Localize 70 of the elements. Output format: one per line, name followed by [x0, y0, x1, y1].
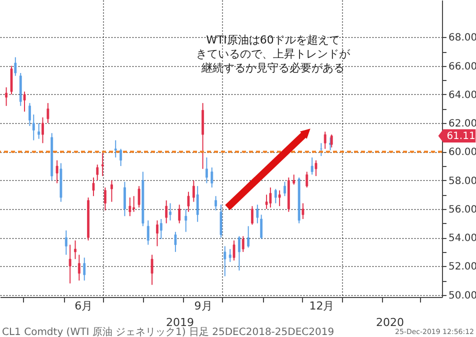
candlestick	[101, 152, 104, 177]
candlestick	[165, 200, 168, 224]
text: 2020	[376, 316, 404, 329]
candlestick	[132, 196, 136, 212]
candlestick	[174, 231, 177, 252]
candlestick	[114, 140, 117, 158]
candlestick	[128, 197, 132, 217]
candlestick	[150, 254, 154, 286]
candlestick	[146, 220, 150, 246]
candlestick	[110, 180, 113, 202]
candlestick	[120, 148, 122, 167]
candlestick	[138, 186, 140, 208]
candlestick	[242, 236, 244, 252]
candlestick	[56, 160, 58, 184]
candlestick	[256, 204, 259, 224]
candlestick	[224, 246, 226, 277]
candlestick	[274, 188, 277, 204]
candlestick	[265, 194, 268, 210]
candlestick	[104, 187, 106, 211]
text: 61.11	[446, 130, 476, 142]
candlestick	[46, 102, 50, 124]
candlestick	[169, 202, 172, 221]
text: CL1 Comdty (WTI 原油 ジェネリック1) 日足 25DEC2018-25DEC2019	[2, 326, 334, 337]
candlestick	[260, 214, 263, 240]
candlestick	[238, 236, 240, 272]
candlestick	[28, 102, 31, 126]
text: 2019	[166, 316, 194, 329]
candlestick	[269, 187, 272, 208]
candlestick	[10, 65, 13, 95]
candlestick	[96, 164, 99, 181]
candlestick	[160, 218, 162, 240]
annotation: WTI原油は60ドルを超えてきているので、上昇トレンドが継続するか見守る必要がある	[196, 34, 351, 74]
candlestick	[324, 131, 326, 150]
candlestick	[192, 180, 195, 202]
candlestick	[38, 122, 40, 140]
candlestick	[23, 91, 26, 112]
candlestick	[306, 171, 308, 188]
candlestick	[278, 190, 281, 207]
candlestick	[92, 176, 95, 197]
candlestick	[42, 116, 44, 144]
candlestick	[232, 240, 236, 261]
candlestick	[74, 240, 76, 260]
candlestick	[184, 208, 188, 232]
candlestick	[214, 196, 217, 211]
candlestick	[64, 230, 68, 256]
candlestick	[178, 204, 181, 224]
x-tick-label: 6月	[74, 300, 93, 312]
candlestick	[205, 156, 208, 184]
candlestick	[156, 220, 158, 247]
candlestick	[5, 86, 8, 106]
candlestick	[14, 56, 17, 76]
candlestick	[247, 226, 250, 248]
candlestick	[284, 181, 286, 197]
candlestick	[68, 244, 72, 284]
candlestick	[187, 191, 190, 212]
x-tick-label: 9月	[194, 300, 212, 312]
candlestick	[196, 186, 199, 222]
candlestick	[251, 206, 254, 226]
candlestick	[220, 204, 222, 238]
candlestick	[124, 181, 126, 217]
candlestick	[228, 248, 232, 262]
candlestick	[32, 114, 35, 141]
candlestick	[314, 160, 318, 177]
candlestick	[310, 156, 314, 176]
candlestick	[78, 254, 80, 282]
candlestick	[210, 166, 214, 188]
candlestick	[302, 202, 304, 220]
candlestick	[292, 174, 296, 186]
candlestick	[83, 257, 86, 282]
x-tick-label: 12月	[309, 300, 334, 312]
